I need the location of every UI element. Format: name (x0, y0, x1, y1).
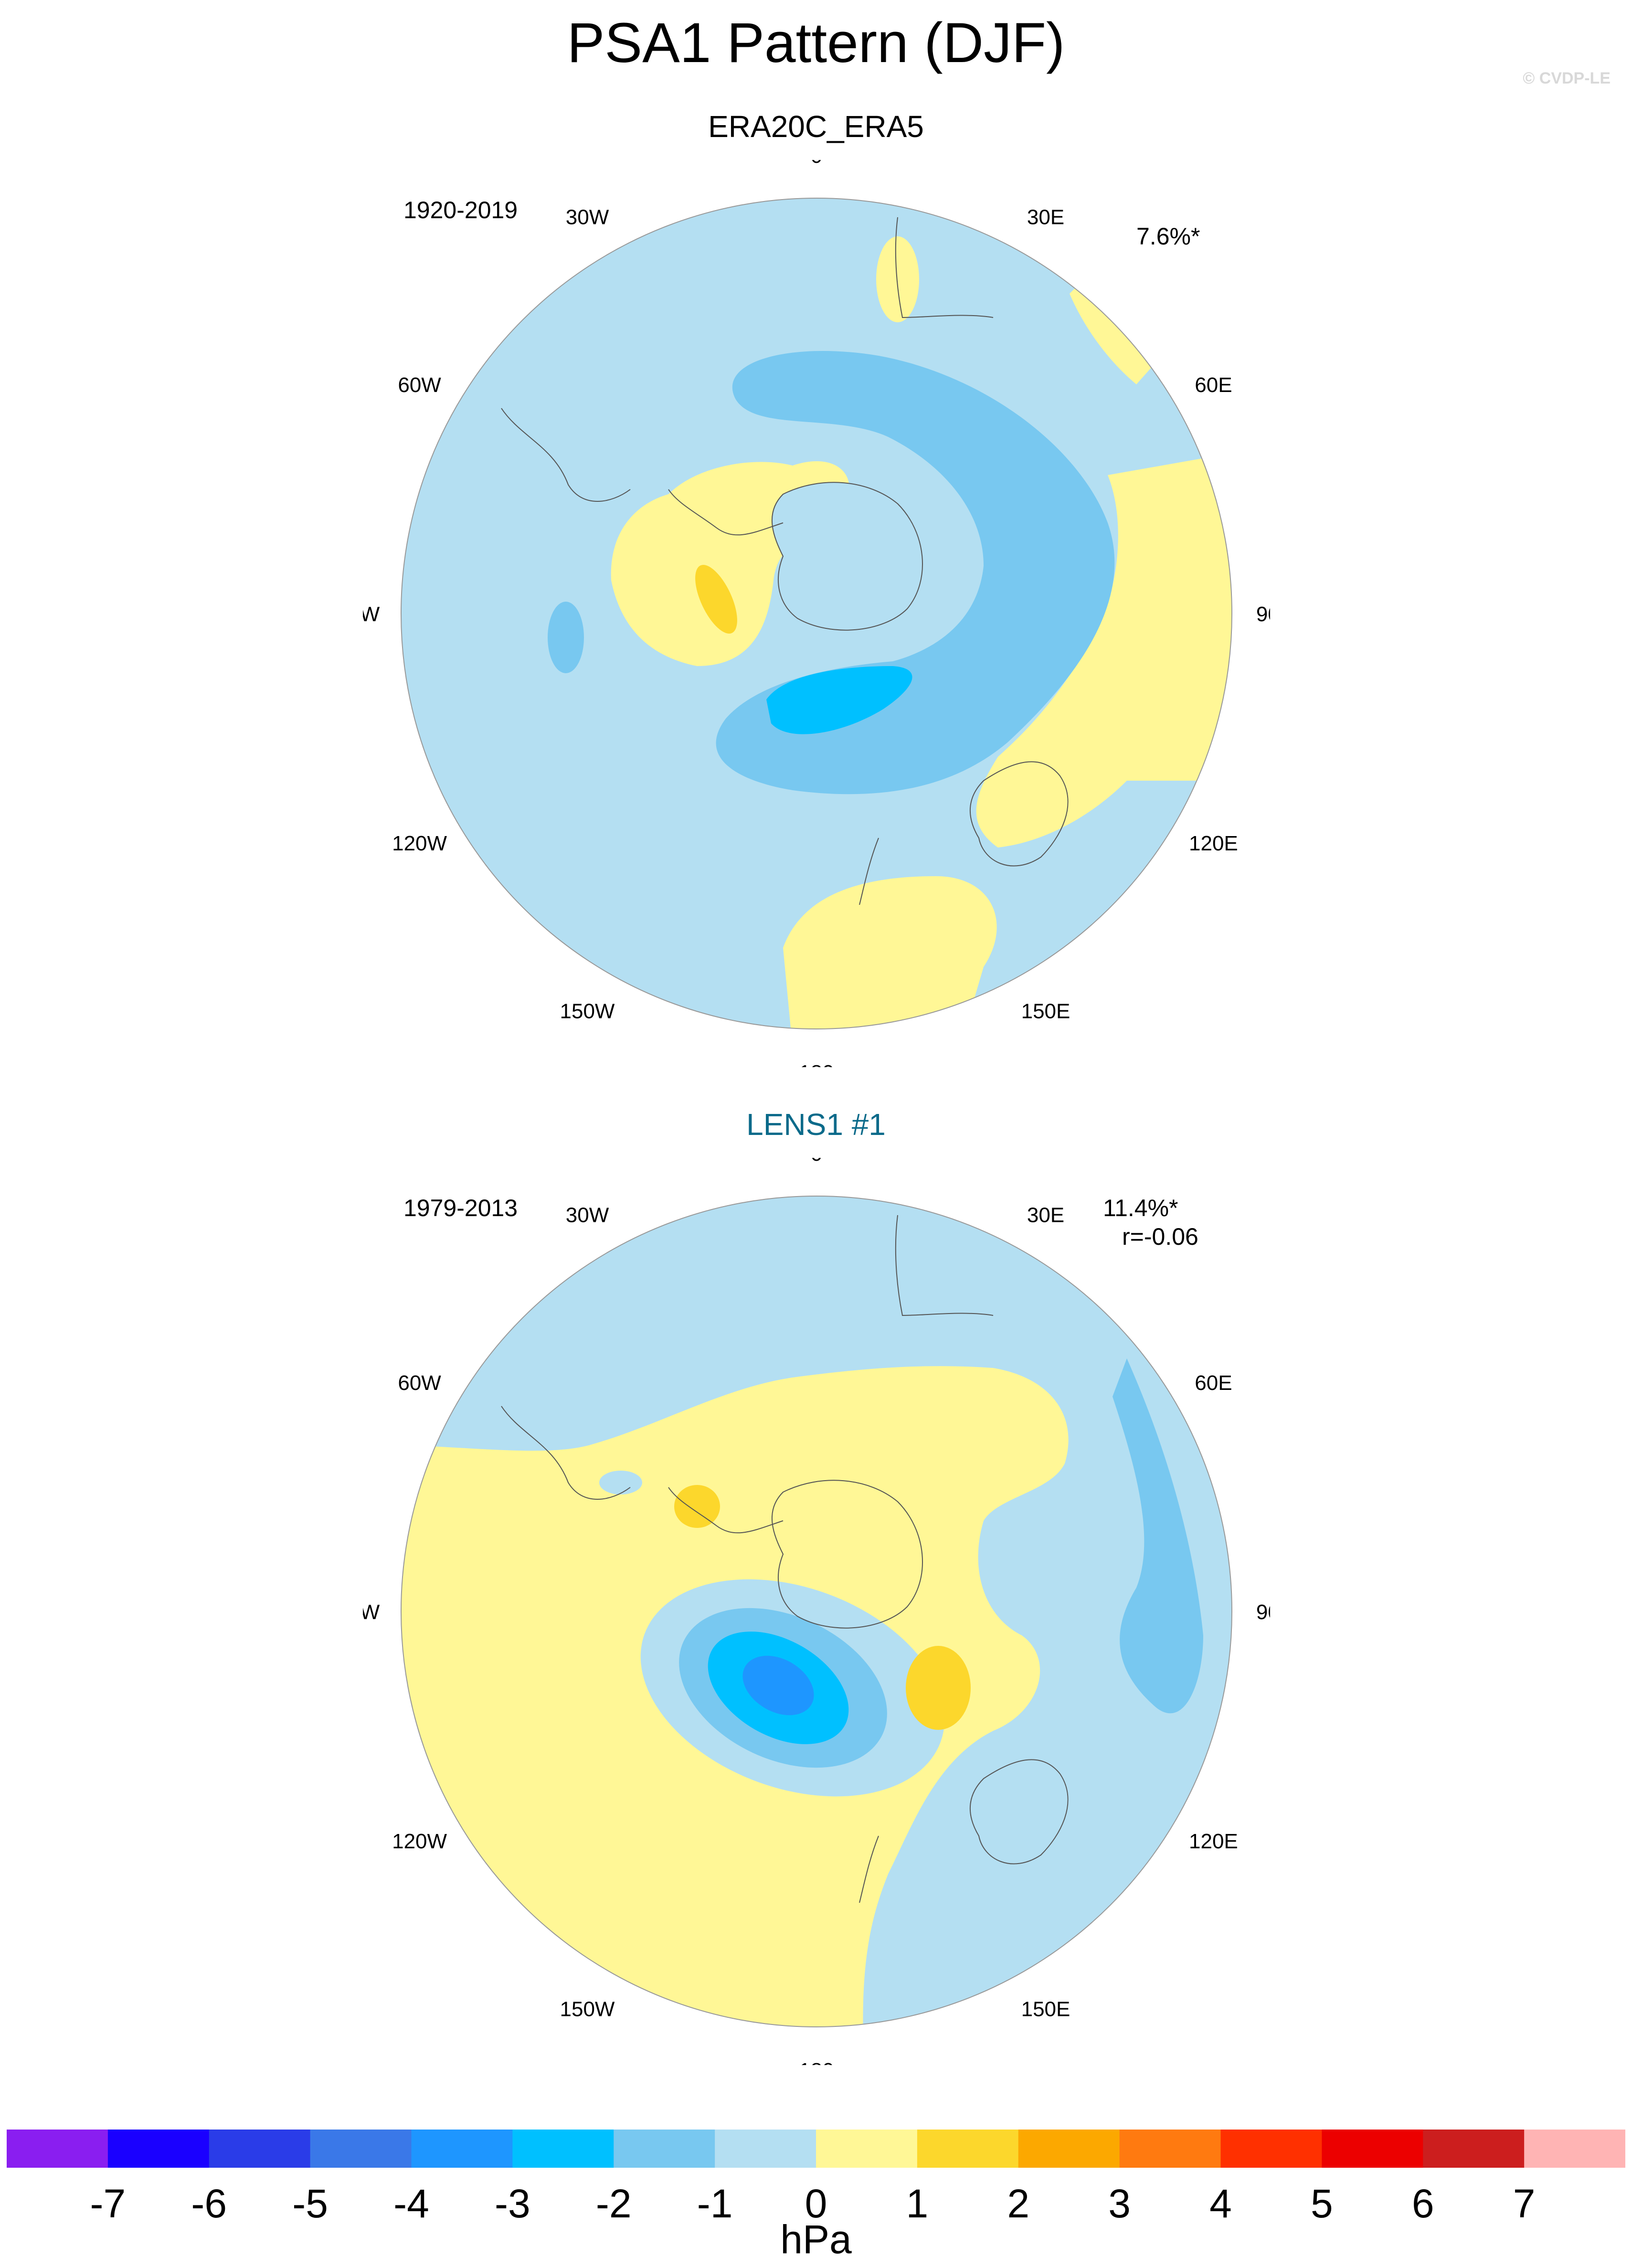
colorbar-tick-label: -2 (595, 2181, 632, 2226)
colorbar-swatch (1322, 2130, 1423, 2168)
colorbar-tick-label: -7 (90, 2181, 126, 2226)
colorbar (7, 2130, 1625, 2168)
panel-2-lon-label: 180 (799, 2059, 834, 2065)
panel-1-lon-label: 150W (560, 999, 615, 1023)
panel-1-lon-label: 150E (1021, 999, 1070, 1023)
colorbar-swatch (1524, 2130, 1625, 2168)
panel-1-variance: 7.6%* (1136, 223, 1200, 250)
panel-2-lon-label: 30E (1027, 1204, 1064, 1227)
panel-1-lon-label: 120W (392, 832, 447, 855)
panel-1-lon-label: 90E (1256, 603, 1270, 626)
panel-1-lon-label: 30W (566, 206, 609, 229)
colorbar-swatch (107, 2130, 210, 2168)
colorbar-tick-label: -6 (191, 2181, 227, 2226)
panel-2-correlation: r=-0.06 (1122, 1223, 1198, 1250)
panel-2-period: 1979-2013 (403, 1195, 518, 1221)
panel-1-lon-label: 120E (1189, 832, 1238, 855)
panel-2-variance: 11.4%* (1103, 1195, 1178, 1221)
panel-1-lon-label: 30E (1027, 206, 1064, 229)
colorbar-swatch (209, 2130, 311, 2168)
colorbar-tick-label: 1 (906, 2181, 929, 2226)
panel-2-coastlines (501, 1215, 1069, 1903)
panel-2-longitude-labels: 0 30E 60E 90E 120E 150E 180 150W 120W 90W 60W 30W (363, 1158, 1270, 2065)
colorbar-swatch (411, 2130, 513, 2168)
panel-2-lon-label: 150W (560, 1997, 615, 2021)
colorbar-swatch (1220, 2130, 1322, 2168)
colorbar-swatch (1119, 2130, 1221, 2168)
panel-1-polar-map: 0 30E 60E 90E 120E 150E 180 150W 120W 90W 60W 30W (363, 160, 1270, 1067)
colorbar-tick-label: 5 (1311, 2181, 1333, 2226)
colorbar-swatch (715, 2130, 816, 2168)
page-title: PSA1 Pattern (DJF) (567, 11, 1065, 74)
colorbar-swatch (917, 2130, 1019, 2168)
panel-2-lon-label: 0 (811, 1158, 822, 1166)
colorbar-tick-label: -5 (292, 2181, 328, 2226)
panel-2-lon-label: 120W (392, 1830, 447, 1853)
panel-2-map-border (401, 1196, 1232, 2027)
colorbar-tick-label: 7 (1513, 2181, 1536, 2226)
panel-2-title: LENS1 #1 (746, 1107, 886, 1142)
colorbar-tick-label: -4 (393, 2181, 429, 2226)
panel-2-lon-label: 30W (566, 1204, 609, 1227)
panel-1-title: ERA20C_ERA5 (708, 109, 924, 144)
panel-2-lon-label: 150E (1021, 1997, 1070, 2021)
colorbar-tick-label: -1 (697, 2181, 733, 2226)
panel-1-longitude-labels: 0 30E 60E 90E 120E 150E 180 150W 120W 90W 60W 30W (363, 160, 1270, 1067)
panel-1-period: 1920-2019 (403, 197, 518, 223)
panel-1-coastlines (501, 217, 1069, 905)
colorbar-swatch (512, 2130, 614, 2168)
colorbar-tick-label: 0 (805, 2181, 827, 2226)
panel-1-lon-label: 60E (1195, 373, 1232, 397)
panel-2-lon-label: 90E (1256, 1600, 1270, 1624)
panel-1-map-border (401, 198, 1232, 1029)
panel-2-contour-fill (401, 1196, 1232, 2027)
copyright-text: © CVDP-LE (1523, 69, 1611, 87)
panel-2-lon-label: 90W (363, 1600, 380, 1624)
colorbar-swatch (310, 2130, 412, 2168)
panel-1-lon-label: 60W (398, 373, 441, 397)
colorbar-tick-label: 2 (1007, 2181, 1030, 2226)
panel-1-lon-label: 0 (811, 160, 822, 168)
panel-2-lon-label: 120E (1189, 1830, 1238, 1853)
panel-2-lon-label: 60E (1195, 1371, 1232, 1395)
colorbar-swatch (614, 2130, 715, 2168)
colorbar-swatch (1423, 2130, 1525, 2168)
colorbar-tick-label: 4 (1209, 2181, 1232, 2226)
colorbar-tick-label: 3 (1108, 2181, 1131, 2226)
colorbar-tick-label: -3 (495, 2181, 530, 2226)
panel-2-lon-label: 60W (398, 1371, 441, 1395)
colorbar-swatch (816, 2130, 918, 2168)
panel-1-lon-label: 90W (363, 603, 380, 626)
colorbar-swatch (7, 2130, 108, 2168)
panel-2-polar-map: 0 30E 60E 90E 120E 150E 180 150W 120W 90W 60W 30W (363, 1158, 1270, 2065)
panel-1-contour-fill (401, 198, 1232, 1029)
panel-1-lon-label: 180 (799, 1061, 834, 1067)
colorbar-tick-label: 6 (1411, 2181, 1434, 2226)
colorbar-swatch (1018, 2130, 1120, 2168)
colorbar-units: hPa (780, 2217, 852, 2262)
